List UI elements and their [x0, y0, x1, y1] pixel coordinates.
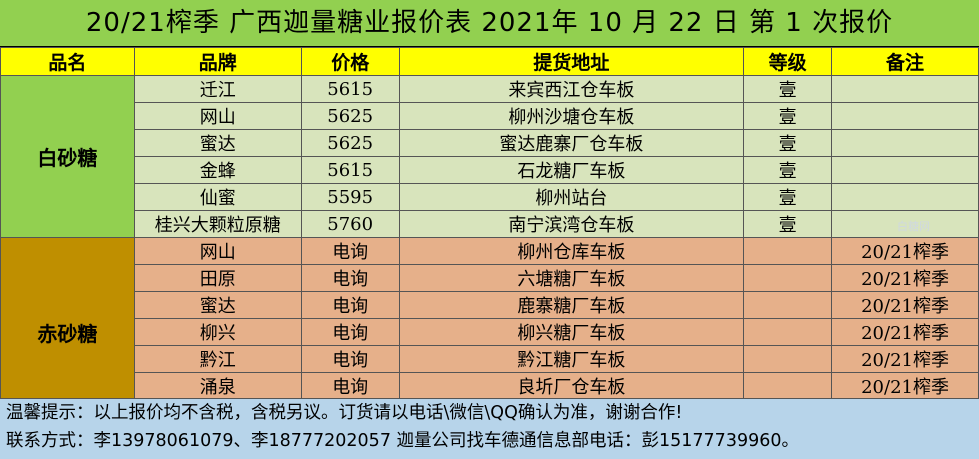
price-cell: 电询	[300, 291, 400, 319]
address-cell: 黔江糖厂车板	[398, 345, 745, 373]
remark-cell	[831, 102, 979, 130]
brand-cell: 蜜达	[133, 291, 302, 319]
table-row: 网山 5625 柳州沙塘仓车板壹	[1, 102, 979, 130]
header-cell-remark: 备注	[831, 47, 979, 76]
table-row: 蜜达 5625 蜜达鹿寨厂仓车板壹	[1, 129, 979, 157]
price-cell: 电询	[300, 318, 400, 346]
address-cell: 柳州仓库车板	[398, 237, 745, 265]
brand-cell: 金蜂	[133, 156, 302, 184]
brand-cell: 蜜达	[133, 129, 302, 157]
category-cell: 白砂糖	[0, 75, 135, 238]
grade-cell: 壹	[743, 210, 833, 238]
remark-cell: 20/21榨季	[831, 372, 979, 400]
grade-cell	[743, 264, 833, 292]
brand-cell: 田原	[133, 264, 302, 292]
grade-cell	[743, 318, 833, 346]
header-cell-category: 品名	[0, 47, 135, 76]
price-table: 品名 品牌 价格 提货地址 等级 备注 白砂糖 迁江 5615 来宾西江仓车板壹网山 5…	[0, 47, 979, 427]
price-cell: 5595	[300, 183, 400, 211]
remark-cell	[831, 183, 979, 211]
price-cell: 电询	[300, 264, 400, 292]
header-cell-grade: 等级	[743, 47, 833, 76]
remark-cell: 20/21榨季	[831, 345, 979, 373]
address-cell: 来宾西江仓车板	[398, 75, 745, 103]
address-cell: 鹿寨糖厂车板	[398, 291, 745, 319]
remark-cell: 20/21榨季	[831, 318, 979, 346]
address-cell: 柳兴糖厂车板	[398, 318, 745, 346]
brand-cell: 涌泉	[133, 372, 302, 400]
header-cell-brand: 品牌	[133, 47, 302, 76]
price-cell: 电询	[300, 237, 400, 265]
sheet-title: 20/21榨季 广西迦量糖业报价表 2021年 10 月 22 日 第 1 次报…	[0, 0, 979, 47]
brand-cell: 迁江	[133, 75, 302, 103]
address-cell: 六塘糖厂车板	[398, 264, 745, 292]
table-row: 仙蜜 5595 柳州站台壹	[1, 183, 979, 211]
price-cell: 电询	[300, 372, 400, 400]
table-row: 田原 电询 六塘糖厂车板 20/21榨季	[1, 264, 979, 292]
brand-cell: 黔江	[133, 345, 302, 373]
table-row: 金蜂 5615 石龙糖厂车板壹	[1, 156, 979, 184]
grade-cell	[743, 291, 833, 319]
table-row: 黔江 电询 黔江糖厂车板 20/21榨季	[1, 345, 979, 373]
grade-cell: 壹	[743, 129, 833, 157]
table-row: 涌泉 电询 良圻厂仓车板 20/21榨季	[1, 372, 979, 400]
remark-cell: 20/21榨季	[831, 237, 979, 265]
remark-cell	[831, 75, 979, 103]
brand-cell: 柳兴	[133, 318, 302, 346]
address-cell: 柳州沙塘仓车板	[398, 102, 745, 130]
address-cell: 南宁滨湾仓车板	[398, 210, 745, 238]
brand-cell: 仙蜜	[133, 183, 302, 211]
brand-cell: 网山	[133, 237, 302, 265]
grade-cell: 壹	[743, 156, 833, 184]
remark-cell: 20/21榨季	[831, 264, 979, 292]
price-cell: 5615	[300, 75, 400, 103]
table-row: 蜜达 电询 鹿寨糖厂车板 20/21榨季	[1, 291, 979, 319]
footer-notes: 温馨提示：以上报价均不含税，含税另议。订货请以电话\微信\QQ确认为准，谢谢合作…	[0, 398, 979, 459]
grade-cell	[743, 237, 833, 265]
address-cell: 蜜达鹿寨厂仓车板	[398, 129, 745, 157]
header-cell-price: 价格	[300, 47, 400, 76]
remark-cell	[831, 210, 979, 238]
header-row: 品名 品牌 价格 提货地址 等级 备注	[0, 47, 979, 76]
remark-cell: 20/21榨季	[831, 291, 979, 319]
footer-tip: 温馨提示：以上报价均不含税，含税另议。订货请以电话\微信\QQ确认为准，谢谢合作…	[6, 403, 683, 423]
footer-contact: 联系方式：李13978061079、李18777202057 迦量公司找车德通信…	[6, 431, 799, 451]
address-cell: 石龙糖厂车板	[398, 156, 745, 184]
watermark: 白糖网	[897, 220, 930, 233]
grade-cell: 壹	[743, 75, 833, 103]
price-cell: 5615	[300, 156, 400, 184]
grade-cell: 壹	[743, 183, 833, 211]
brand-cell: 桂兴大颗粒原糖	[133, 210, 302, 238]
address-cell: 良圻厂仓车板	[398, 372, 745, 400]
price-cell: 电询	[300, 345, 400, 373]
price-table-body: 品名 品牌 价格 提货地址 等级 备注 白砂糖 迁江 5615 来宾西江仓车板壹网山 5…	[0, 47, 979, 427]
header-cell-address: 提货地址	[398, 47, 745, 76]
address-cell: 柳州站台	[398, 183, 745, 211]
table-row: 桂兴大颗粒原糖 5760 南宁滨湾仓车板壹	[1, 210, 979, 238]
brand-cell: 网山	[133, 102, 302, 130]
remark-cell	[831, 129, 979, 157]
table-row: 白砂糖 迁江 5615 来宾西江仓车板壹	[0, 75, 979, 238]
price-cell: 5625	[300, 102, 400, 130]
remark-cell	[831, 156, 979, 184]
table-row: 柳兴 电询 柳兴糖厂车板 20/21榨季	[1, 318, 979, 346]
grade-cell	[743, 345, 833, 373]
price-cell: 5625	[300, 129, 400, 157]
table-row: 赤砂糖 网山 电询 柳州仓库车板 20/21榨季	[0, 237, 979, 427]
grade-cell: 壹	[743, 102, 833, 130]
grade-cell	[743, 372, 833, 400]
price-cell: 5760	[300, 210, 400, 238]
